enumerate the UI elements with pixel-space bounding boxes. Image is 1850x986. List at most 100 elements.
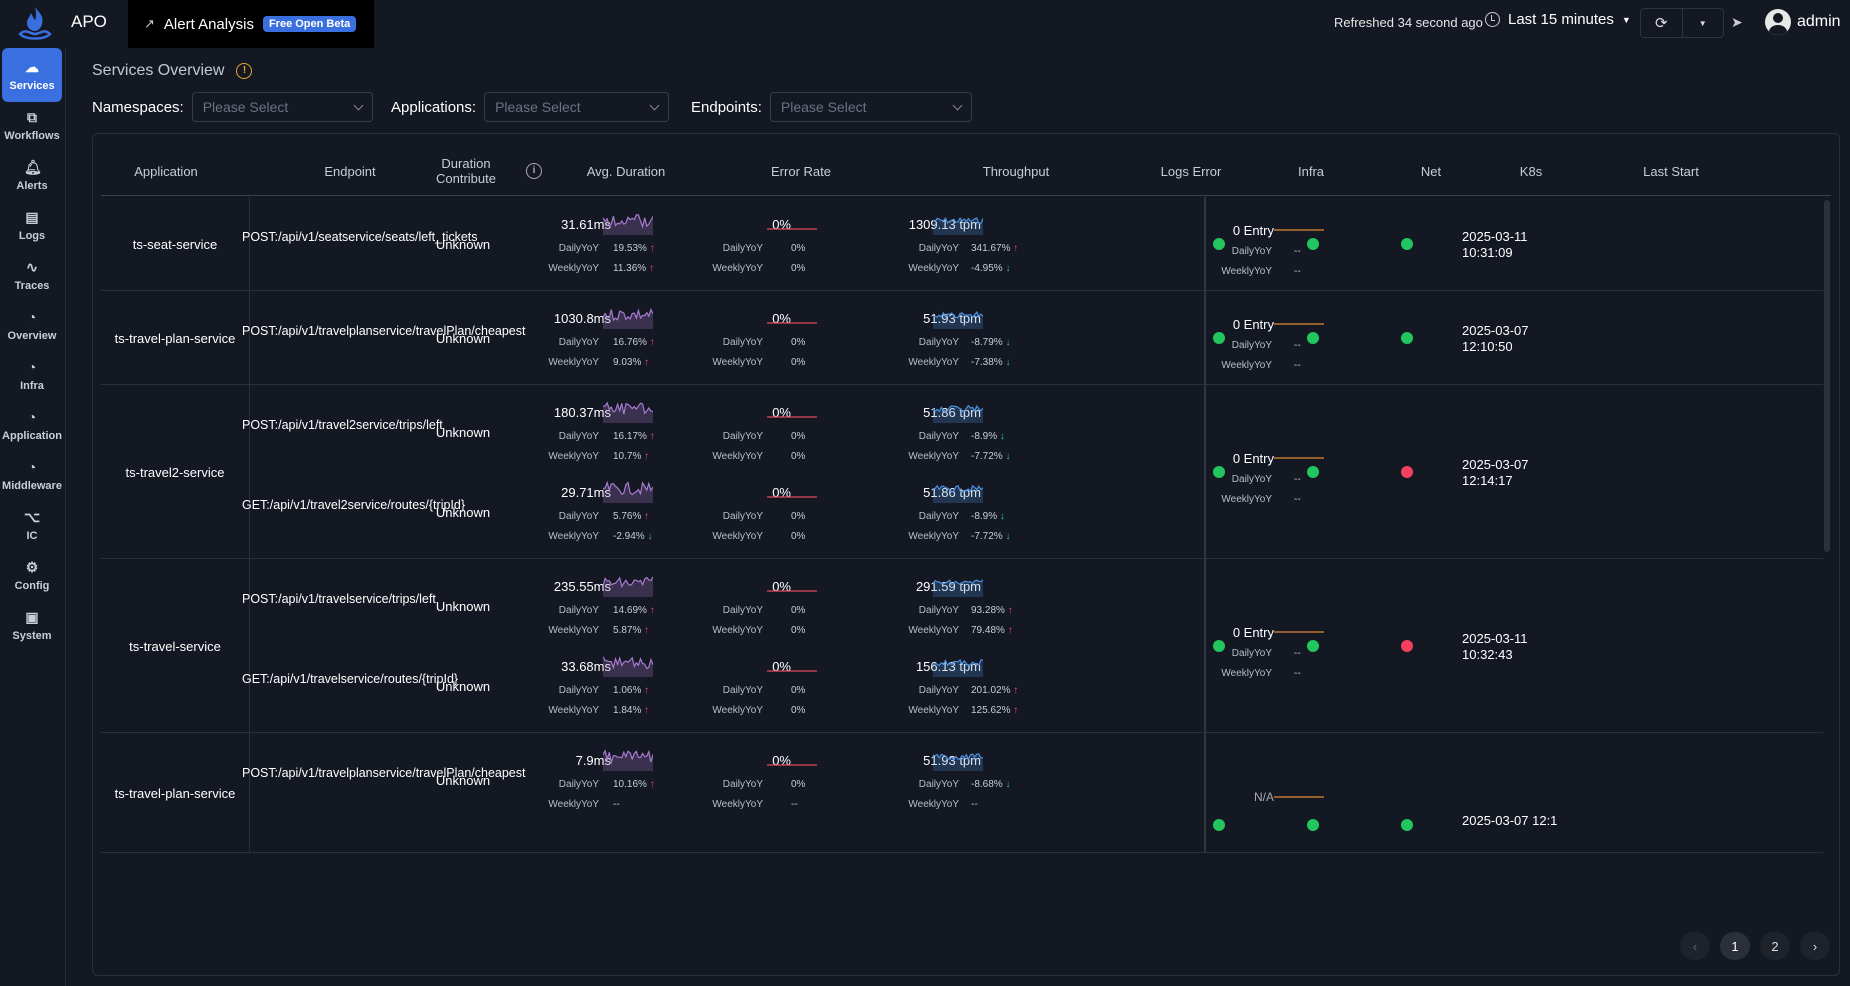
user-menu[interactable]: admin bbox=[1765, 9, 1841, 35]
sidebar-item-traces[interactable]: ∿ Traces bbox=[2, 248, 62, 302]
sparkline bbox=[1274, 796, 1324, 798]
time-range-picker[interactable]: Last 15 minutes ▼ bbox=[1485, 11, 1631, 28]
send-icon[interactable]: ➤ bbox=[1731, 14, 1743, 30]
refresh-interval-dropdown[interactable]: ▼ bbox=[1683, 9, 1724, 37]
trend-arrow-icon: ↑ bbox=[641, 685, 650, 696]
sidebar-item-services[interactable]: ☁ Services bbox=[2, 48, 62, 102]
endpoint-path[interactable]: POST:/api/v1/travelservice/trips/left bbox=[242, 592, 436, 606]
logs-error-cell: 0 Entry DailyYoY -- WeeklyYoY -- bbox=[1204, 385, 1394, 559]
table-row[interactable]: ts-travel-plan-service N/A 2025-03-07 12:1… bbox=[101, 733, 1823, 853]
prev-page-button[interactable]: ‹ bbox=[1680, 932, 1710, 960]
sidebar-item-overview[interactable]: ◔ Overview bbox=[2, 298, 62, 352]
sparkline bbox=[767, 416, 817, 418]
duration-weekly-pct: -- bbox=[613, 799, 620, 810]
trend-arrow-icon: ↑ bbox=[641, 511, 650, 522]
trend-arrow-icon: ↑ bbox=[641, 705, 650, 716]
avg-duration-value: 180.37ms bbox=[553, 405, 611, 420]
table-row[interactable]: ts-travel-plan-service 0 Entry DailyYoY -- W… bbox=[101, 291, 1823, 385]
error-weekly-value: 0% bbox=[791, 531, 806, 542]
sparkline bbox=[767, 228, 817, 230]
throughput-daily-pct: -8.9% bbox=[971, 431, 998, 442]
logs-weekly-value: -- bbox=[1294, 668, 1301, 679]
gauge-icon: ◔ bbox=[27, 408, 37, 425]
trend-arrow-icon: ↓ bbox=[1002, 531, 1011, 542]
net-status-dot bbox=[1307, 466, 1319, 478]
duration-daily-value: 5.76% ↑ bbox=[613, 511, 649, 522]
sidebar-item-infra[interactable]: ◔ Infra bbox=[2, 348, 62, 402]
duration-daily-label: DailyYoY bbox=[558, 685, 599, 696]
info-icon[interactable]: ! bbox=[236, 63, 253, 79]
throughput-value: 51.93 tpm bbox=[923, 753, 981, 768]
trend-arrow-icon: ↓ bbox=[1002, 357, 1011, 368]
error-daily-value: 0% bbox=[791, 337, 806, 348]
sparkline bbox=[603, 214, 653, 235]
info-icon[interactable]: i bbox=[526, 163, 542, 179]
k8s-status-dot bbox=[1401, 819, 1413, 831]
last-start-time: 2025-03-07 12:1 bbox=[1462, 813, 1558, 828]
sidebar-item-logs[interactable]: ▤ Logs bbox=[2, 198, 62, 252]
refresh-button[interactable]: ⟳ bbox=[1641, 9, 1683, 37]
throughput-weekly-value: -7.72% ↓ bbox=[971, 531, 1010, 542]
duration-weekly-pct: 11.36% bbox=[613, 263, 647, 274]
sidebar-item-label: Overview bbox=[7, 329, 57, 342]
column-header-infra: Infra bbox=[1281, 146, 1341, 196]
sidebar-item-label: Middleware bbox=[2, 479, 62, 492]
duration-weekly-value: 5.87% ↑ bbox=[613, 625, 649, 636]
sidebar-item-alerts[interactable]: 🔔︎ Alerts bbox=[2, 148, 62, 202]
alert-analysis-tab[interactable]: ↗ Alert Analysis Free Open Beta bbox=[128, 0, 374, 48]
duration-weekly-label: WeeklyYoY bbox=[548, 357, 599, 368]
table-row[interactable]: ts-seat-service 0 Entry DailyYoY -- WeeklyYo… bbox=[101, 197, 1823, 291]
sidebar-item-workflows[interactable]: ⧉ Workflows bbox=[2, 98, 62, 152]
sidebar-item-ic[interactable]: ⌥ IC bbox=[2, 498, 62, 552]
endpoint-path[interactable]: GET:/api/v1/travel2service/routes/{tripI… bbox=[242, 498, 466, 512]
table-body[interactable]: ts-seat-service 0 Entry DailyYoY -- WeeklyYo… bbox=[101, 197, 1823, 927]
last-start-time: 2025-03-11 10:31:09 bbox=[1462, 229, 1528, 260]
avatar bbox=[1765, 9, 1791, 35]
throughput-daily-value: -8.68% ↓ bbox=[971, 779, 1010, 790]
error-rate-value: 0% bbox=[772, 659, 791, 674]
column-header-avg-duration: Avg. Duration bbox=[551, 146, 701, 196]
table-row[interactable]: ts-travel-service 0 Entry DailyYoY -- Weekly… bbox=[101, 559, 1823, 733]
endpoint-path[interactable]: POST:/api/v1/travel2service/trips/left bbox=[242, 418, 443, 432]
apo-logo-icon[interactable] bbox=[14, 4, 56, 44]
applications-select[interactable]: Please Select bbox=[484, 92, 670, 122]
sidebar-item-middleware[interactable]: ◔ Middleware bbox=[2, 448, 62, 502]
sidebar-item-label: Application bbox=[2, 429, 62, 442]
page-button-2[interactable]: 2 bbox=[1760, 932, 1790, 960]
application-name: ts-travel2-service bbox=[125, 464, 225, 480]
throughput-weekly-label: WeeklyYoY bbox=[908, 451, 959, 462]
logs-daily-value: -- bbox=[1294, 246, 1301, 257]
sidebar-item-application[interactable]: ◔ Application bbox=[2, 398, 62, 452]
endpoint-path[interactable]: GET:/api/v1/travelservice/routes/{tripId… bbox=[242, 672, 459, 686]
endpoint-path[interactable]: POST:/api/v1/seatservice/seats/left_tick… bbox=[242, 230, 478, 244]
logs-daily-label: DailyYoY bbox=[1231, 340, 1272, 351]
endpoints-select[interactable]: Please Select bbox=[769, 92, 972, 122]
next-page-button[interactable]: › bbox=[1800, 932, 1830, 960]
duration-weekly-pct: -2.94% bbox=[613, 531, 645, 542]
trend-arrow-icon: ↑ bbox=[641, 357, 650, 368]
trend-arrow-icon: ↑ bbox=[1010, 685, 1019, 696]
column-header-label: Last Start bbox=[1643, 163, 1699, 179]
trend-arrow-icon: ↓ bbox=[1002, 779, 1011, 790]
table-row[interactable]: ts-travel2-service 0 Entry DailyYoY -- Weekl… bbox=[101, 385, 1823, 559]
sparkline bbox=[603, 308, 653, 329]
sidebar-item-config[interactable]: ⚙ Config bbox=[2, 548, 62, 602]
throughput-weekly-value: -- bbox=[971, 799, 978, 810]
throughput-weekly-label: WeeklyYoY bbox=[908, 531, 959, 542]
scrollbar-thumb[interactable] bbox=[1824, 200, 1830, 552]
trend-arrow-icon: ↓ bbox=[644, 531, 653, 542]
trend-arrow-icon: ↑ bbox=[646, 337, 655, 348]
duration-daily-label: DailyYoY bbox=[558, 605, 599, 616]
page-button-1[interactable]: 1 bbox=[1720, 932, 1750, 960]
namespaces-select[interactable]: Please Select bbox=[191, 92, 373, 122]
chevron-down-icon bbox=[952, 100, 963, 110]
throughput-weekly-pct: -7.72% bbox=[971, 451, 1003, 462]
net-status-dot bbox=[1307, 640, 1319, 652]
sidebar-item-system[interactable]: ▣ System bbox=[2, 598, 62, 652]
error-rate-value: 0% bbox=[772, 405, 791, 420]
duration-contribution: Unknown bbox=[435, 425, 491, 440]
column-header-net: Net bbox=[1401, 146, 1461, 196]
throughput-daily-value: -8.9% ↓ bbox=[971, 511, 1005, 522]
duration-weekly-pct: 9.03% bbox=[613, 357, 642, 368]
duration-daily-value: 16.17% ↑ bbox=[613, 431, 655, 442]
